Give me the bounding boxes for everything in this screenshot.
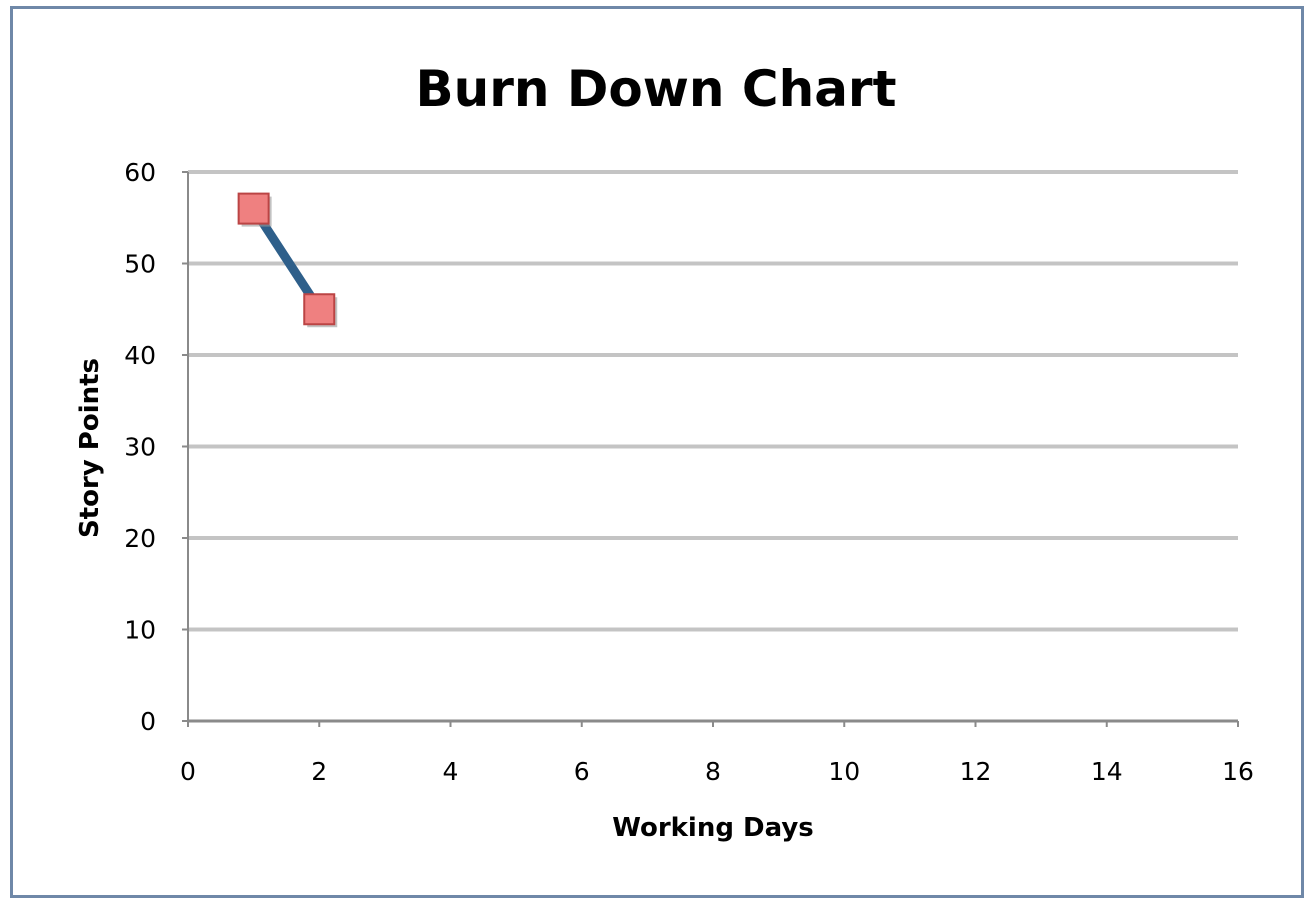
chart-title: Burn Down Chart [415,60,896,118]
series-0-point-1 [303,293,336,326]
y-tick-labels: 0 10 20 30 40 50 60 [124,158,156,736]
x-tick-label-16: 16 [1222,757,1254,786]
axes [182,171,1239,727]
series-group [237,192,338,328]
x-tick-labels: 0 2 4 6 8 10 12 14 16 [180,757,1254,786]
x-axis-label: Working Days [612,813,814,843]
y-tick-label-40: 40 [124,341,156,370]
y-tick-label-0: 0 [140,707,156,736]
x-tick-label-10: 10 [828,757,860,786]
y-tick-label-10: 10 [124,616,156,645]
x-tick-label-2: 2 [311,757,327,786]
y-tick-label-20: 20 [124,524,156,553]
x-tick-label-12: 12 [960,757,992,786]
x-tick-label-0: 0 [180,757,196,786]
x-tick-label-14: 14 [1091,757,1123,786]
y-tick-label-30: 30 [124,433,156,462]
y-tick-label-60: 60 [124,158,156,187]
x-tick-label-8: 8 [705,757,721,786]
series-0-point-0 [237,192,270,225]
y-tick-label-50: 50 [124,250,156,279]
y-axis-label: Story Points [75,358,105,538]
gridlines [188,170,1238,632]
x-tick-label-6: 6 [574,757,590,786]
chart-frame [10,6,1304,898]
x-tick-label-4: 4 [443,757,459,786]
